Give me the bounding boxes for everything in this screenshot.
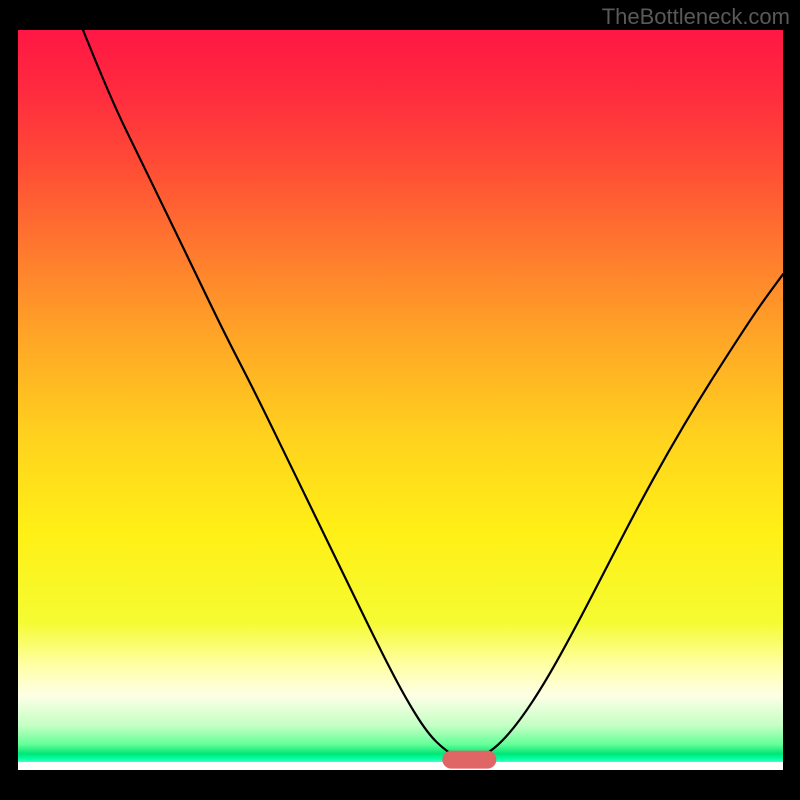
plot-baseline [18, 762, 783, 770]
plot-gradient-background [18, 30, 783, 770]
optimal-marker [442, 751, 496, 769]
bottleneck-chart-svg [0, 0, 800, 800]
chart-container: TheBottleneck.com [0, 0, 800, 800]
watermark-text: TheBottleneck.com [602, 4, 790, 30]
